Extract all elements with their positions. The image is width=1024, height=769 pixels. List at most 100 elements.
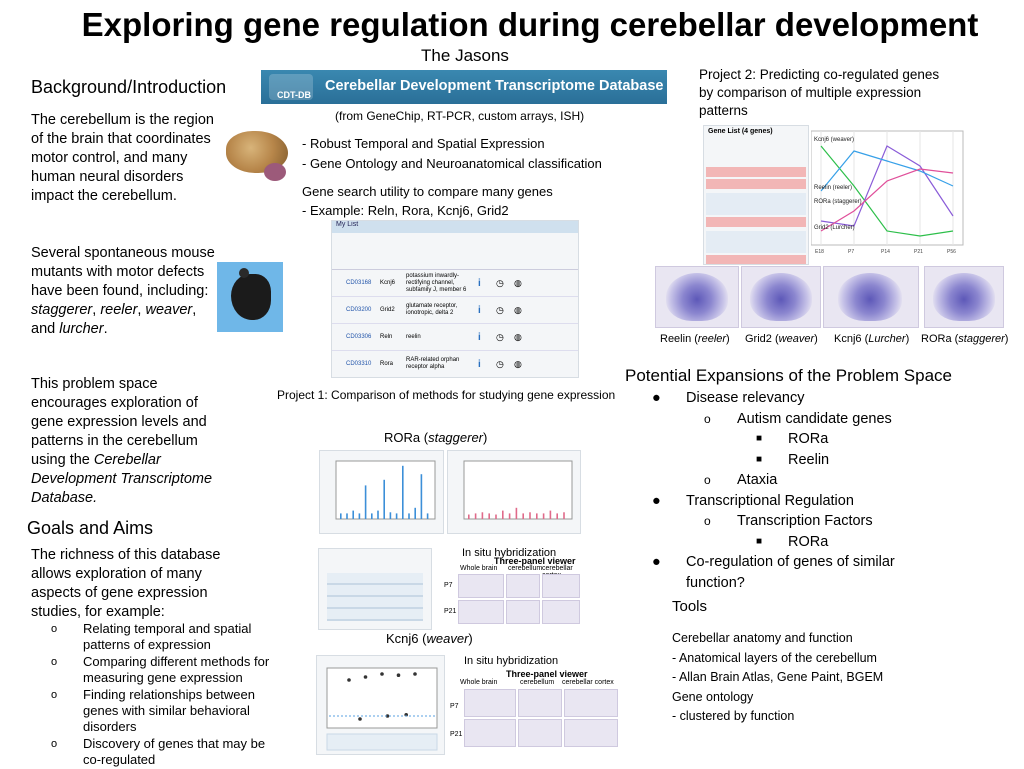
- tick-label: P14: [881, 249, 890, 255]
- gene-list-screenshot: Gene List (4 genes): [703, 125, 809, 265]
- tools-list: Cerebellar anatomy and function - Anatom…: [672, 631, 884, 723]
- bar: [474, 513, 477, 519]
- series-label: Reelin (reeler): [814, 185, 852, 191]
- info-icon: i: [478, 331, 481, 343]
- project1-gene2-label: Kcnj6 (weaver): [386, 631, 473, 646]
- series-line: [820, 145, 954, 237]
- search-line: Gene search utility to compare many gene…: [302, 184, 553, 199]
- rora-chart-2: [447, 450, 581, 534]
- goal-item: Comparing different methods for measurin…: [31, 654, 271, 686]
- bar: [502, 510, 504, 519]
- mylist-row: CD03200 Grid2 glutamate receptor, ionotrop…: [332, 297, 578, 324]
- project1-gene1-label: RORa (staggerer): [384, 430, 488, 445]
- database-caption: (from GeneChip, RT-PCR, custom arrays, I…: [335, 109, 585, 123]
- banner-logo-text: CDT-DB: [277, 90, 311, 100]
- series-label: Grid2 (Lurcher): [814, 225, 855, 231]
- mylist-row: CD03310 Rora RAR-related orphan receptor a…: [332, 351, 578, 377]
- banner-title: Cerebellar Development Transcriptome Dat…: [325, 78, 664, 94]
- bar: [364, 485, 367, 519]
- brain-icon: ◍: [514, 304, 522, 315]
- background-paragraph-1: The cerebellum is the region of the brai…: [31, 112, 214, 204]
- background-paragraph-2: Several spontaneous mouse mutants with m…: [31, 245, 215, 337]
- bar: [358, 513, 361, 519]
- goals-intro: The richness of this database allows exp…: [31, 547, 221, 620]
- rtpcr-table: [318, 548, 432, 630]
- background-heading: Background/Introduction: [31, 77, 227, 97]
- info-icon: i: [478, 358, 481, 370]
- mutant-lurcher: lurcher: [59, 321, 104, 337]
- mutant-reeler: reeler: [100, 302, 138, 318]
- bar: [515, 507, 518, 519]
- brain-icon: ◍: [514, 331, 522, 342]
- clock-icon: ◷: [496, 304, 504, 315]
- cdtdb-logo-icon: [269, 74, 313, 100]
- goal-item: Discovery of genes that may be co-regula…: [31, 736, 271, 768]
- slice-label-rora: RORa (staggerer): [921, 333, 1009, 345]
- expansions-list: ● Disease relevancy o Autism candidate gen…: [652, 390, 895, 591]
- bar: [529, 512, 531, 519]
- three-panel-viewer-1: In situ hybridization Three-panel viewer…: [440, 547, 580, 628]
- goals-heading: Goals and Aims: [27, 518, 154, 538]
- rora-chart-1: [319, 450, 444, 534]
- slice-reelin: [655, 266, 739, 328]
- mutant-weaver: weaver: [145, 302, 193, 318]
- tick-label: E18: [815, 249, 824, 255]
- brain-icon: ◍: [514, 277, 522, 288]
- expansions-heading: Potential Expansions of the Problem Spac…: [625, 366, 952, 385]
- background-paragraph-3: This problem space encourages exploratio…: [31, 376, 213, 506]
- authors: The Jasons: [421, 46, 509, 65]
- bar: [414, 507, 416, 519]
- gene-list-title: Gene List (4 genes): [708, 128, 773, 135]
- expression-line-plot: E18 P7 P14 P21 P56 Kcnj6 (weaver) Reelin (reel…: [810, 125, 971, 265]
- slice-grid2: [741, 266, 821, 328]
- slice-label-kcnj6: Kcnj6 (Lurcher): [834, 333, 910, 345]
- bar: [495, 514, 497, 519]
- database-name: Cerebellar Development Transcriptome Dat…: [31, 452, 213, 506]
- point: [347, 678, 351, 682]
- mylist-screenshot: My List CD03168 Kcnj6 potassium inwardly-r…: [331, 220, 579, 378]
- point: [358, 717, 362, 721]
- bar: [420, 474, 423, 519]
- mylist-title: My List: [332, 221, 578, 233]
- clock-icon: ◷: [496, 358, 504, 369]
- bar: [389, 512, 392, 519]
- point: [385, 714, 390, 718]
- mouse-image: [217, 262, 283, 332]
- point: [413, 672, 417, 676]
- bar: [468, 514, 470, 519]
- kcnj6-chart: [316, 655, 445, 755]
- series-label: Kcnj6 (weaver): [814, 137, 854, 143]
- bar: [371, 513, 373, 519]
- bar: [346, 513, 348, 519]
- point: [396, 673, 401, 677]
- point: [363, 675, 368, 679]
- slice-rora: [924, 266, 1004, 328]
- clock-icon: ◷: [496, 277, 504, 288]
- project2-heading: Project 2: Predicting co-regulated genes…: [699, 67, 940, 118]
- info-icon: i: [478, 304, 481, 316]
- bar: [352, 510, 354, 519]
- goals-list: Relating temporal and spatial patterns o…: [31, 621, 271, 769]
- tick-label: P7: [848, 249, 854, 255]
- goal-item: Relating temporal and spatial patterns o…: [31, 621, 271, 653]
- project1-heading: Project 1: Comparison of methods for stu…: [277, 388, 616, 402]
- bar: [508, 513, 511, 519]
- tick-label: P21: [914, 249, 923, 255]
- bar: [556, 513, 558, 519]
- clock-icon: ◷: [496, 331, 504, 342]
- info-icon: i: [478, 277, 481, 289]
- mylist-row: CD03168 Kcnj6 potassium inwardly-rectifyin…: [332, 270, 578, 297]
- bar: [402, 465, 404, 519]
- bar: [408, 513, 410, 519]
- slice-label-grid2: Grid2 (weaver): [745, 333, 818, 345]
- example-line: - Example: Reln, Rora, Kcnj6, Grid2: [302, 203, 509, 218]
- poster-title: Exploring gene regulation during cerebel…: [81, 6, 979, 43]
- goal-item: Finding relationships between genes with…: [31, 687, 271, 735]
- bar: [488, 513, 490, 519]
- mylist-row: CD03306 Reln reelin i ◷ ◍: [332, 324, 578, 351]
- slice-kcnj6: [823, 266, 919, 328]
- series-label: RORa (staggerer): [814, 199, 862, 205]
- point: [380, 672, 384, 676]
- bar: [481, 512, 484, 519]
- bar: [383, 479, 385, 519]
